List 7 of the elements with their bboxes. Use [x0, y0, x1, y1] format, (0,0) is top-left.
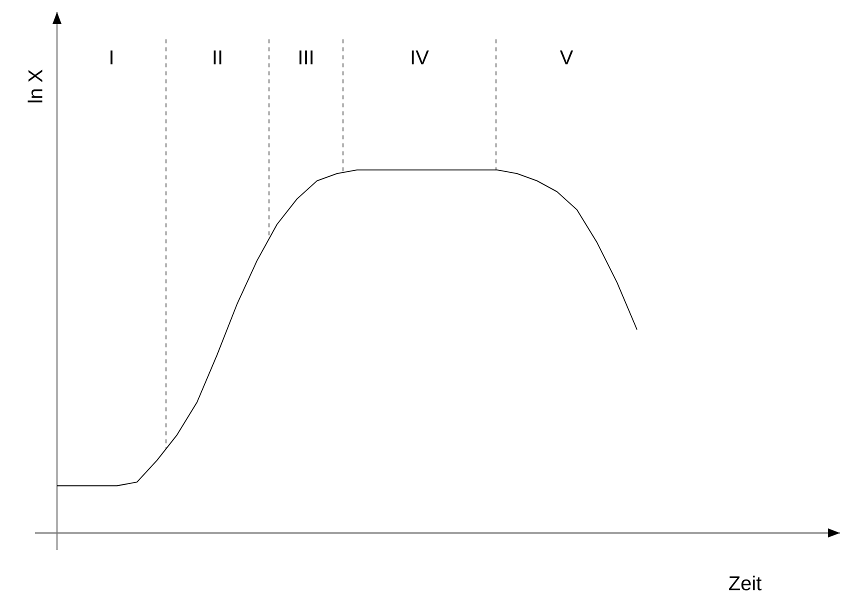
- text: V: [560, 50, 574, 64]
- text: IV: [412, 50, 429, 64]
- text: I: [110, 50, 112, 64]
- text: II: [214, 50, 222, 64]
- text: III: [300, 50, 313, 64]
- x-axis-title: Zeit: [728, 576, 762, 590]
- y-axis-title: ln X: [28, 70, 42, 102]
